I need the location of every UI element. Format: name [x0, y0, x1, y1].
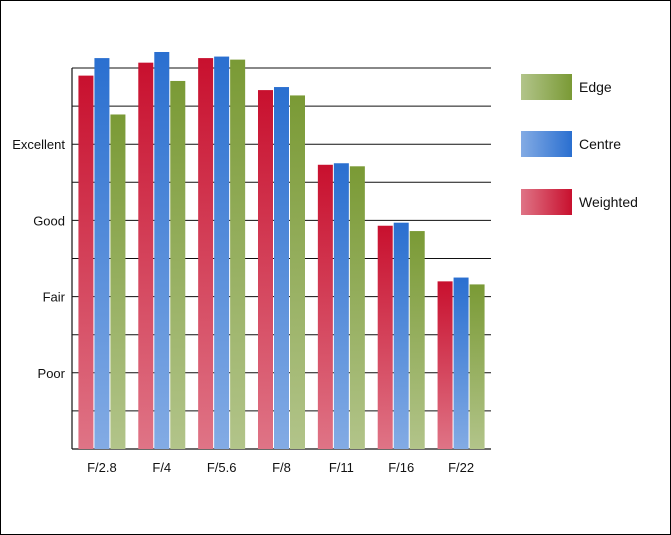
x-tick-label-f-8: F/8 — [272, 460, 291, 475]
bar-centre-f-11 — [333, 163, 349, 449]
bar-edge-f-11 — [349, 166, 365, 449]
y-tick-labels: Poor Fair Good Excellent — [12, 137, 65, 381]
legend-swatch-centre — [521, 131, 572, 157]
y-tick-label-poor: Poor — [38, 366, 66, 381]
x-tick-label-f-22: F/22 — [448, 460, 474, 475]
bar-weighted-f-22 — [437, 281, 453, 449]
legend-label-edge: Edge — [579, 79, 612, 95]
bar-centre-f-4 — [154, 51, 170, 450]
bar-weighted-f-2-8 — [78, 75, 94, 450]
bar-edge-f-5-6 — [230, 59, 246, 449]
bar-centre-f-2-8 — [94, 58, 110, 450]
x-tick-label-f-16: F/16 — [388, 460, 414, 475]
bars — [78, 51, 485, 450]
x-tick-label-f-4: F/4 — [152, 460, 171, 475]
legend-label-weighted: Weighted — [579, 194, 638, 210]
y-tick-label-excellent: Excellent — [12, 137, 65, 152]
bar-weighted-f-16 — [377, 225, 393, 449]
x-tick-label-f-5-6: F/5.6 — [207, 460, 237, 475]
legend-swatch-edge — [521, 74, 572, 100]
x-tick-label-f-2-8: F/2.8 — [87, 460, 117, 475]
bar-weighted-f-4 — [138, 62, 154, 449]
bar-edge-f-8 — [290, 95, 305, 449]
y-tick-label-good: Good — [33, 213, 65, 228]
legend-label-centre: Centre — [579, 136, 621, 152]
bar-centre-f-5-6 — [214, 56, 230, 449]
bar-weighted-f-11 — [317, 164, 333, 450]
bar-edge-f-22 — [469, 284, 485, 449]
bar-centre-f-16 — [393, 222, 409, 449]
bar-weighted-f-8 — [258, 90, 273, 450]
bar-weighted-f-5-6 — [198, 58, 214, 450]
x-tick-label-f-11: F/11 — [329, 460, 354, 475]
bar-centre-f-22 — [453, 277, 469, 449]
legend: Edge Centre Weighted — [521, 74, 638, 215]
bar-edge-f-4 — [170, 80, 186, 449]
bar-edge-f-16 — [409, 231, 425, 449]
x-tick-labels: F/2.8 F/4 F/5.6 F/8 F/11 F/16 F/22 — [87, 460, 474, 475]
y-tick-label-fair: Fair — [43, 290, 66, 305]
bar-edge-f-2-8 — [110, 114, 126, 450]
legend-swatch-weighted — [521, 189, 572, 215]
bar-centre-f-8 — [274, 87, 289, 450]
